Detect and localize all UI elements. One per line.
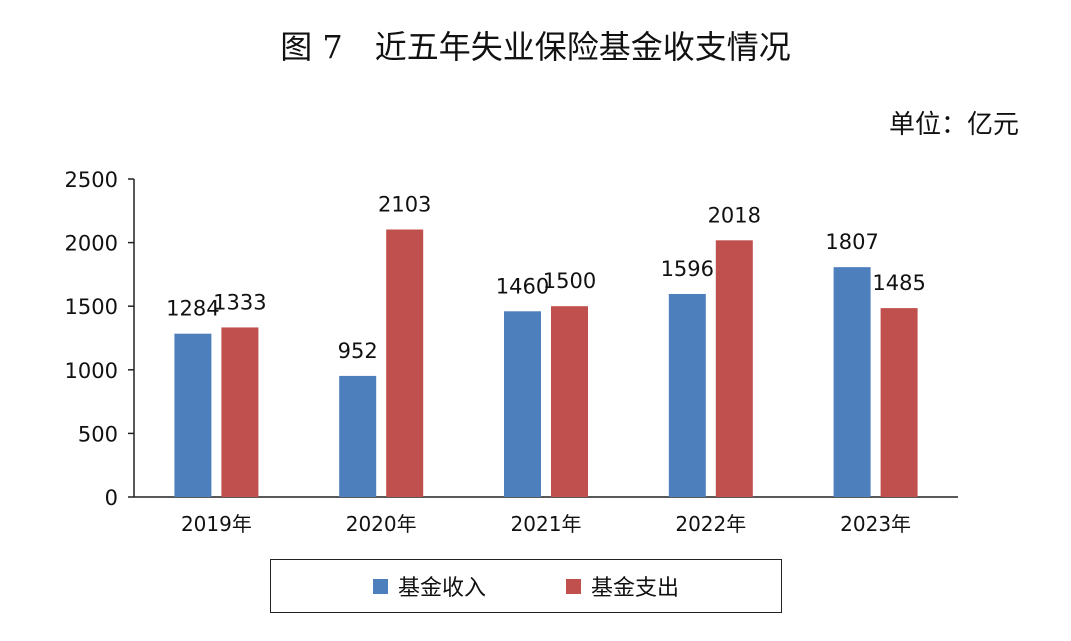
data-label-expense: 1485 [872, 271, 925, 295]
legend-swatch-expense [566, 578, 581, 594]
data-label-expense: 2103 [378, 192, 431, 216]
legend-label-income: 基金收入 [397, 576, 486, 601]
bar-expense [715, 240, 753, 497]
data-label-income: 1596 [661, 257, 714, 281]
x-tick-label: 2019年 [181, 512, 252, 536]
x-tick-label: 2021年 [511, 512, 582, 536]
y-tick-label: 2500 [65, 168, 118, 192]
y-tick-label: 1500 [65, 295, 118, 319]
legend: 基金收入 基金支出 [270, 559, 782, 613]
chart-title: 图 7 近五年失业保险基金收支情况 [280, 28, 791, 66]
data-label-income: 1460 [496, 274, 549, 298]
legend-swatch-income [372, 578, 388, 594]
bar-expense [880, 308, 918, 497]
data-label-expense: 1333 [213, 290, 266, 314]
data-label-income: 1807 [825, 230, 878, 254]
y-tick-label: 500 [78, 422, 118, 446]
unit-label: 单位：亿元 [888, 110, 1019, 140]
bar-income [833, 267, 871, 497]
bar-income [668, 293, 706, 497]
bar-expense [551, 306, 588, 497]
x-tick-label: 2023年 [840, 512, 911, 536]
legend-label-expense: 基金支出 [591, 576, 680, 601]
y-tick-label: 0 [105, 486, 118, 510]
x-tick-label: 2020年 [346, 512, 417, 536]
bar-expense [386, 229, 424, 497]
legend-item-expense: 基金支出 [566, 570, 679, 602]
bar-income [504, 311, 541, 497]
data-label-income: 952 [338, 339, 378, 363]
bar-income [339, 375, 377, 497]
bar-expense [221, 327, 259, 497]
y-tick-label: 1000 [65, 359, 118, 383]
y-tick-label: 2000 [65, 232, 118, 256]
x-tick-label: 2022年 [675, 512, 746, 536]
data-label-expense: 2018 [708, 203, 761, 227]
data-label-expense: 1500 [543, 269, 596, 293]
bar-income [174, 333, 212, 497]
data-label-income: 1284 [166, 297, 219, 321]
legend-item-income: 基金收入 [372, 570, 486, 602]
